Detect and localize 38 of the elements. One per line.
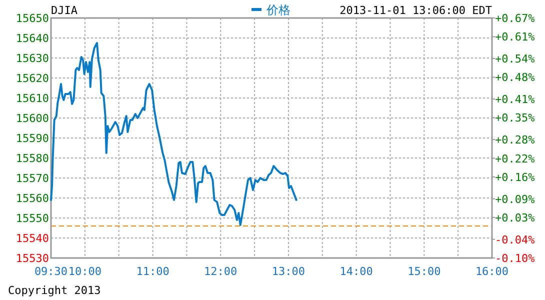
y2-tick-label: +0.28% bbox=[495, 134, 536, 147]
text: Copyright 2013 bbox=[8, 284, 101, 297]
y-tick-label: 15640 bbox=[16, 32, 49, 45]
y-tick-label: 15630 bbox=[16, 52, 49, 65]
y-tick-label: 15570 bbox=[16, 172, 49, 185]
y-tick-label: 15600 bbox=[16, 112, 49, 125]
y2-tick-label: +0.48% bbox=[495, 71, 536, 84]
y2-tick-label: +0.09% bbox=[495, 192, 536, 206]
y-tick-label: 15550 bbox=[16, 212, 49, 225]
x-tick-label: 16:00 bbox=[475, 265, 509, 278]
x-tick-label: 14:00 bbox=[340, 265, 373, 278]
x-tick-label: 12:00 bbox=[204, 265, 238, 278]
legend-label: 价格 bbox=[266, 3, 290, 17]
y-tick-label: 15620 bbox=[16, 72, 49, 85]
x-tick-label: 10:00 bbox=[68, 265, 102, 278]
y-tick-label: 15580 bbox=[16, 152, 49, 165]
y2-tick-label: +0.54% bbox=[495, 52, 536, 66]
y2-tick-label: +0.22% bbox=[495, 152, 536, 166]
y2-tick-label: +0.67% bbox=[495, 12, 536, 25]
y-tick-label: 15540 bbox=[16, 232, 49, 245]
y2-tick-label: +0.16% bbox=[495, 170, 536, 184]
y2-tick-label: -0.10% bbox=[495, 252, 536, 265]
y2-tick-label: +0.03% bbox=[495, 211, 536, 224]
y2-tick-label: +0.35% bbox=[495, 112, 536, 125]
x-tick-label: 11:00 bbox=[136, 265, 170, 278]
y-tick-label: 15590 bbox=[16, 132, 49, 145]
y-tick-label: 15560 bbox=[16, 192, 49, 205]
y2-tick-label: -0.04% bbox=[495, 233, 536, 246]
y-tick-label: 15530 bbox=[16, 252, 49, 265]
y2-tick-label: +0.61% bbox=[495, 30, 536, 44]
chart-subtitle: 2013-11-01 13:06:00 EDT bbox=[340, 4, 492, 17]
x-tick-label: 15:00 bbox=[408, 265, 441, 278]
y2-tick-label: +0.41% bbox=[495, 93, 536, 106]
x-tick-label: 09:30 bbox=[34, 265, 68, 278]
y-tick-label: 15610 bbox=[16, 92, 49, 105]
y-tick-label: 15650 bbox=[16, 12, 49, 25]
x-tick-label: 13:00 bbox=[272, 265, 306, 278]
chart-title: DJIA bbox=[51, 4, 78, 17]
